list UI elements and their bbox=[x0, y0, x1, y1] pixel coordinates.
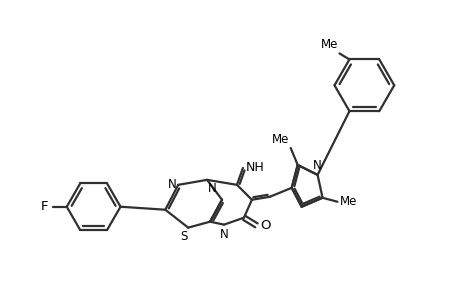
Text: O: O bbox=[259, 219, 270, 232]
Text: F: F bbox=[41, 200, 49, 213]
Text: N: N bbox=[219, 228, 228, 241]
Text: N: N bbox=[167, 178, 176, 191]
Text: NH: NH bbox=[246, 161, 264, 174]
Text: S: S bbox=[179, 230, 187, 243]
Text: Me: Me bbox=[339, 195, 356, 208]
Text: N: N bbox=[313, 159, 321, 172]
Text: Me: Me bbox=[320, 38, 338, 52]
Text: Me: Me bbox=[272, 133, 289, 146]
Text: N: N bbox=[207, 182, 216, 195]
